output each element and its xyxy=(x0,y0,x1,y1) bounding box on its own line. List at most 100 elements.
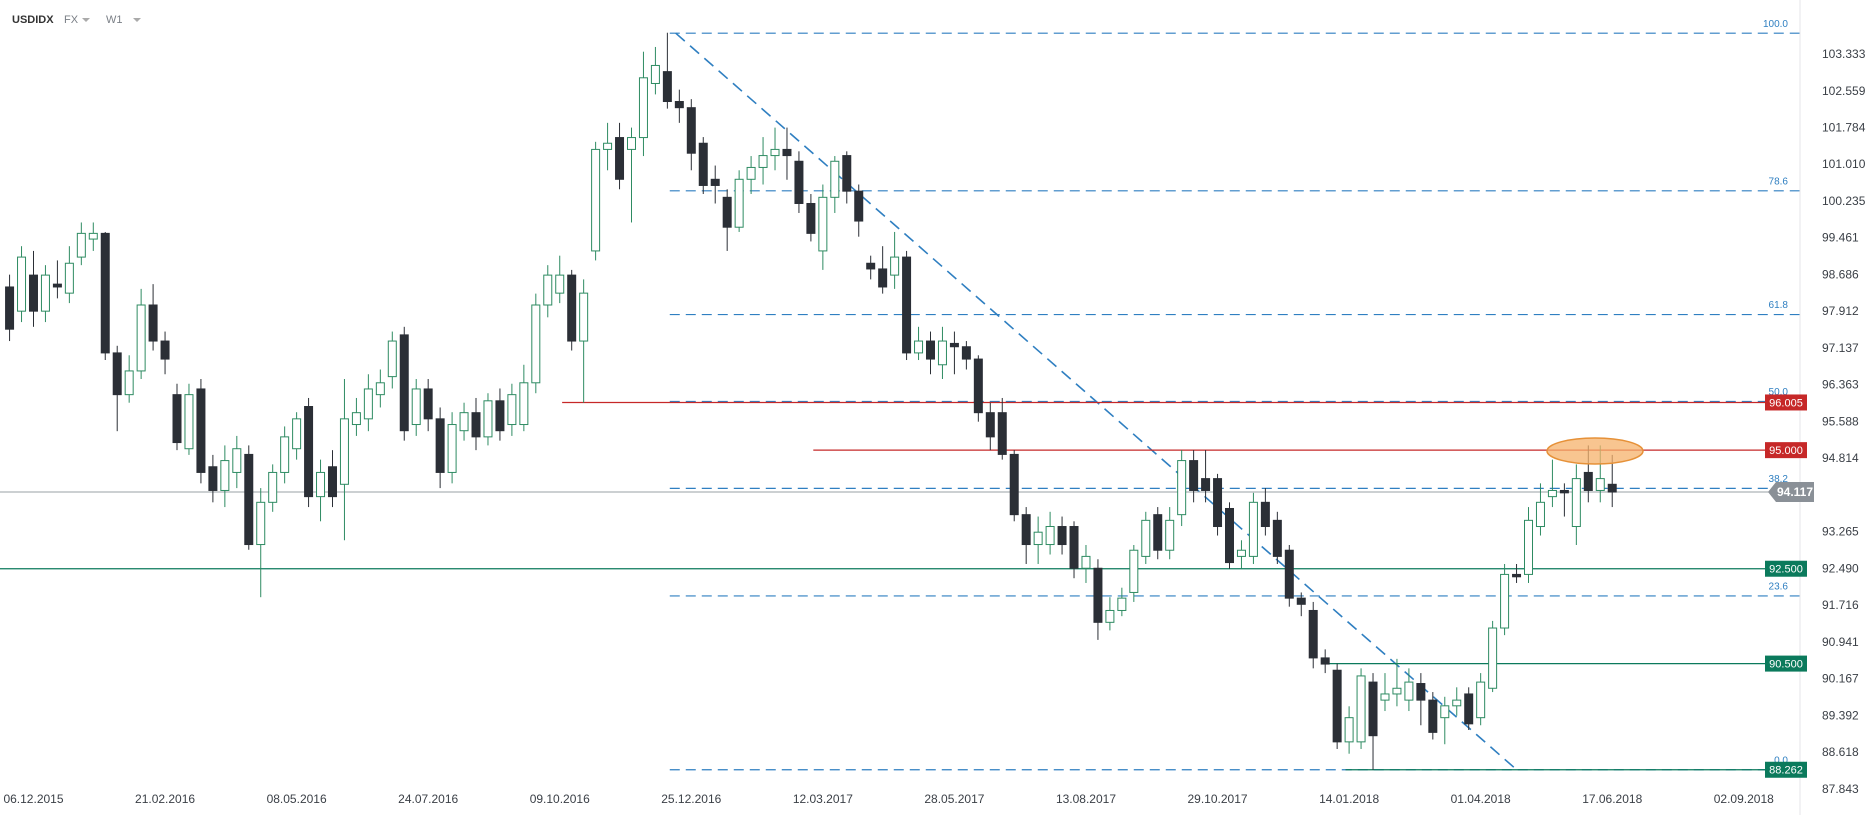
candle-body xyxy=(1260,501,1270,528)
candle-body xyxy=(1129,549,1139,593)
candle-body xyxy=(1105,609,1115,623)
y-tick-label: 90.941 xyxy=(1822,635,1859,649)
x-tick-label: 24.07.2016 xyxy=(398,792,458,806)
candle-body xyxy=(1081,555,1091,569)
candle-body xyxy=(483,400,493,438)
candle-body xyxy=(830,160,840,198)
level-badge xyxy=(1765,761,1807,778)
candle-body xyxy=(351,412,361,426)
candle-body xyxy=(160,340,170,360)
candle-body xyxy=(1236,549,1246,557)
market[interactable]: FX xyxy=(64,14,79,26)
candle-body xyxy=(184,394,194,450)
candle-body xyxy=(1476,681,1486,719)
level-badge xyxy=(1765,442,1807,459)
level-label: 90.500 xyxy=(1769,659,1803,671)
candle-body xyxy=(40,274,50,312)
fib-level-label: 50.0 xyxy=(1769,387,1789,398)
candle-body xyxy=(674,101,684,109)
x-tick-label: 08.05.2016 xyxy=(267,792,327,806)
candle-body xyxy=(686,107,696,154)
x-tick-label: 14.01.2018 xyxy=(1319,792,1379,806)
candle-body xyxy=(1284,549,1294,599)
candle-body xyxy=(758,155,768,168)
candle-body xyxy=(890,256,900,276)
candle-body xyxy=(1583,471,1593,491)
candle-body xyxy=(1404,681,1414,701)
candle-body xyxy=(268,471,278,503)
candle-body xyxy=(1524,519,1534,575)
symbol[interactable]: USDIDX xyxy=(12,14,54,26)
x-tick-label: 28.05.2017 xyxy=(924,792,984,806)
candle-body xyxy=(579,292,589,342)
level-label: 95.000 xyxy=(1769,445,1803,457)
candle-body xyxy=(1201,478,1211,491)
y-tick-label: 101.010 xyxy=(1822,157,1866,171)
candle-body xyxy=(280,436,290,473)
candle-body xyxy=(399,334,409,432)
drawings: 100.0 78.6 61.8 50.0 38.2 23.6 0.0 xyxy=(0,19,1800,773)
candle-body xyxy=(662,71,672,103)
candle-body xyxy=(495,400,505,432)
candle-body xyxy=(1344,717,1354,743)
candle-body xyxy=(5,286,15,330)
candle-body xyxy=(543,274,553,306)
candle-body xyxy=(1225,507,1235,564)
last-price-badge xyxy=(1768,482,1814,503)
candle-body xyxy=(794,160,804,204)
y-tick-label: 87.843 xyxy=(1822,782,1859,796)
candle-body xyxy=(866,262,876,270)
candle-body xyxy=(1500,573,1510,629)
y-tick-label: 94.814 xyxy=(1822,451,1859,465)
candle-body xyxy=(1177,460,1187,516)
candle-body xyxy=(304,406,314,498)
candle-body xyxy=(316,471,326,498)
candle-body xyxy=(1213,478,1223,528)
candle-body xyxy=(411,388,421,426)
candle-body xyxy=(746,166,756,180)
candle-body xyxy=(1057,526,1067,546)
level-badge xyxy=(1765,655,1807,672)
candle-body xyxy=(698,142,708,186)
x-tick-label: 29.10.2017 xyxy=(1188,792,1248,806)
x-tick-label: 17.06.2018 xyxy=(1582,792,1642,806)
y-tick-label: 98.686 xyxy=(1822,267,1859,281)
candle-body xyxy=(806,202,816,234)
candle-body xyxy=(878,268,888,288)
candle-body xyxy=(256,501,266,546)
candle-body xyxy=(1464,693,1474,725)
interval[interactable]: W1 xyxy=(106,14,123,26)
candle-body xyxy=(1165,519,1175,551)
dropdown-caret[interactable] xyxy=(133,18,141,22)
candle-body xyxy=(339,418,349,485)
level-badge xyxy=(1765,560,1807,577)
candle-body xyxy=(64,262,74,294)
y-tick-label: 96.363 xyxy=(1822,378,1859,392)
candle-body xyxy=(124,370,134,396)
candle-body xyxy=(435,418,445,473)
candle-body xyxy=(327,466,337,498)
candle-body xyxy=(387,340,397,378)
candle-body xyxy=(1535,501,1545,528)
y-tick-label: 97.912 xyxy=(1822,304,1859,318)
candle-body xyxy=(1559,489,1569,494)
candle-body xyxy=(555,274,565,294)
candle-body xyxy=(1356,675,1366,743)
candle-body xyxy=(770,148,780,157)
candle-body xyxy=(471,412,481,438)
candle-body xyxy=(925,340,935,360)
candle-body xyxy=(818,196,828,252)
candle-body xyxy=(997,412,1007,455)
candles xyxy=(5,32,1617,770)
axes: 103.333 102.559 101.784 101.010 100.235 99.46… xyxy=(3,0,1866,815)
candle-body xyxy=(567,274,577,342)
dropdown-caret[interactable] xyxy=(82,18,90,22)
highlight-ellipse xyxy=(1546,437,1644,465)
candle-body xyxy=(1153,514,1163,551)
candle-body xyxy=(507,394,517,426)
candle-body xyxy=(28,274,38,312)
level-label: 88.262 xyxy=(1769,765,1803,777)
candle-body xyxy=(52,283,62,288)
